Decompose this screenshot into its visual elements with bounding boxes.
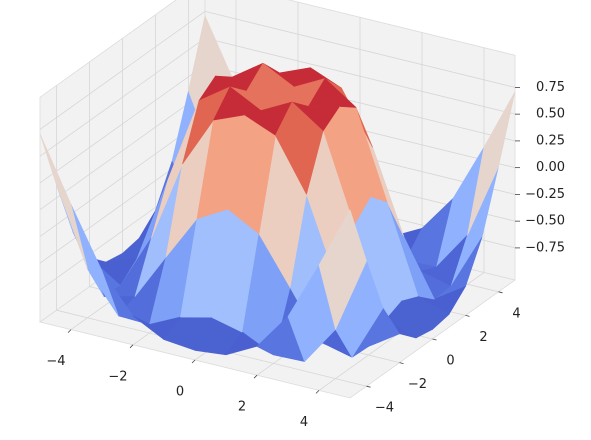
tick-mark [366, 385, 371, 388]
y-tick-label: −2 [408, 377, 427, 392]
x-tick-label: −2 [108, 369, 127, 384]
tick-mark [253, 374, 258, 379]
z-tick-label: 0.25 [536, 133, 565, 148]
tick-mark [191, 359, 196, 364]
grid-line [39, 37, 206, 157]
tick-mark [465, 315, 470, 317]
tick-mark [432, 338, 437, 341]
x-tick-label: −4 [46, 354, 65, 369]
grid-line [39, 11, 206, 130]
z-tick-label: −0.25 [525, 187, 565, 202]
tick-mark [399, 362, 404, 364]
y-tick-label: 2 [479, 330, 487, 345]
x-tick-label: 4 [300, 415, 308, 430]
grid-line [204, 11, 516, 88]
x-tick-label: 2 [238, 400, 246, 415]
z-tick-label: −0.75 [525, 240, 565, 255]
surface-patch [467, 91, 516, 236]
surface-patch [318, 209, 367, 330]
y-tick-label: 4 [512, 306, 520, 321]
z-tick-label: 0.75 [536, 80, 565, 95]
grid-line [39, 91, 206, 210]
tick-mark [498, 291, 503, 294]
z-tick-label: 0.00 [536, 160, 565, 175]
y-tick-label: 0 [446, 354, 454, 369]
z-tick-label: −0.50 [525, 214, 565, 229]
tick-mark [129, 344, 134, 349]
grid-line [204, 37, 516, 115]
tick-mark [315, 390, 320, 394]
surface-patch [39, 133, 88, 269]
tick-mark [67, 329, 72, 333]
surface-patch [275, 101, 324, 195]
x-tick-label: 0 [176, 385, 184, 400]
z-tick-label: 0.50 [536, 107, 565, 122]
y-tick-label: −4 [375, 401, 394, 416]
grid-line [39, 64, 206, 184]
